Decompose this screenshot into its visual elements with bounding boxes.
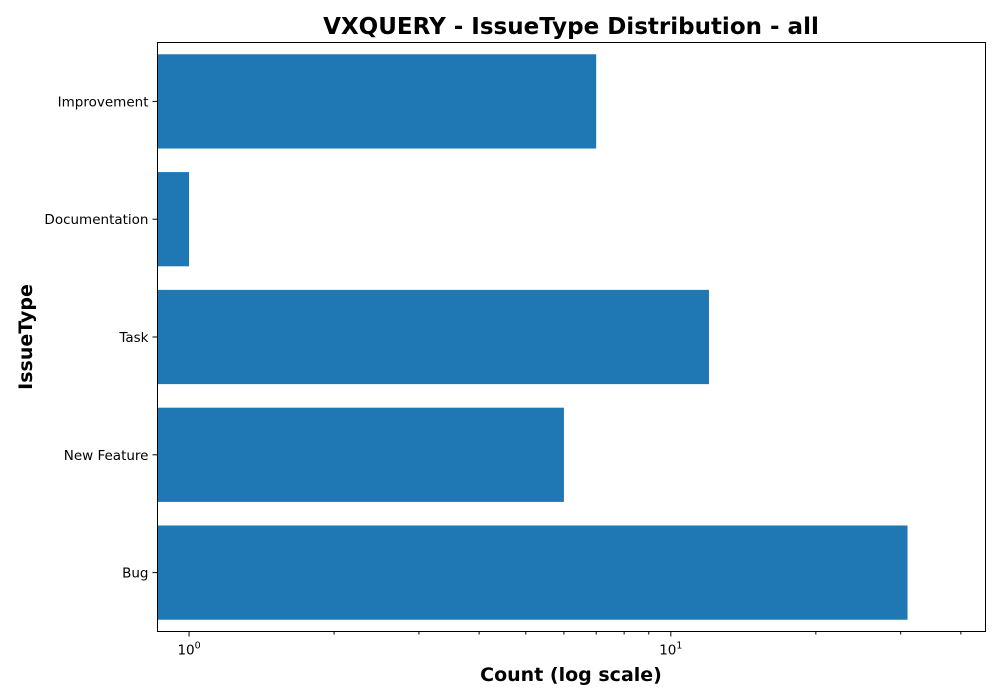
bar-documentation	[157, 172, 190, 267]
y-tick-label-new-feature: New Feature	[64, 448, 149, 464]
y-tick-label-bug: Bug	[122, 566, 148, 582]
y-axis-label: IssueType	[15, 284, 37, 390]
bar-new-feature	[157, 407, 564, 502]
bar-bug	[157, 525, 908, 620]
x-axis-label: Count (log scale)	[480, 664, 662, 686]
y-tick-label-task: Task	[118, 330, 148, 346]
y-tick-label-documentation: Documentation	[44, 212, 148, 228]
x-tick-label: 100	[177, 641, 200, 659]
plot-frame	[157, 42, 986, 632]
bar-task	[157, 289, 709, 385]
y-tick-label-improvement: Improvement	[58, 94, 149, 110]
bars-layer	[157, 54, 908, 620]
x-tick-label: 101	[659, 641, 682, 659]
bar-improvement	[157, 54, 597, 149]
chart-title: VXQUERY - IssueType Distribution - all	[323, 14, 819, 40]
ticks-layer: Improvement Documentation Task New Feature B…	[44, 94, 962, 659]
